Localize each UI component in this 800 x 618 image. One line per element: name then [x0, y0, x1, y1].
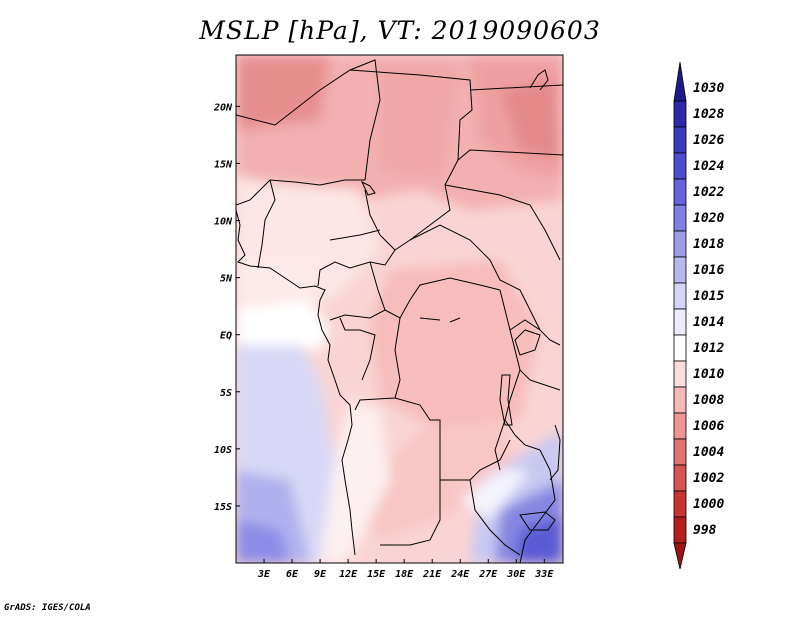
lat-label: 15N	[214, 159, 233, 170]
legend-label: 1012	[693, 341, 724, 356]
legend-swatch	[673, 516, 687, 544]
legend-label: 1018	[693, 237, 724, 252]
lon-label: 3E	[257, 569, 271, 580]
lon-label: 9E	[314, 569, 327, 580]
lat-label: 5N	[220, 274, 233, 285]
legend-label: 1002	[693, 471, 724, 486]
legend-swatch	[673, 230, 687, 258]
lon-label: 21E	[422, 569, 442, 580]
legend-swatch	[673, 464, 687, 492]
legend-swatch	[673, 542, 687, 570]
legend-label: 1014	[693, 315, 724, 330]
legend-swatch	[673, 152, 687, 180]
legend-swatch	[673, 204, 687, 232]
legend-label: 1030	[693, 81, 724, 96]
legend-label: 1028	[693, 107, 724, 122]
lon-label: 6E	[286, 569, 299, 580]
lat-label: 10S	[214, 445, 232, 456]
color-legend: 1030 1028 1026 1024 1022 1020 1018 1016 1015 1014…	[673, 61, 724, 570]
map-title: MSLP [hPa], VT: 2019090603	[199, 16, 601, 45]
lon-label: 15E	[367, 569, 386, 580]
longitude-axis: 3E 6E 9E 12E 15E 18E 21E 24E 27E 30E 33E	[257, 559, 554, 580]
legend-swatch	[673, 438, 687, 466]
legend-label: 1004	[693, 445, 724, 460]
legend-label: 1008	[693, 393, 724, 408]
legend-label: 1022	[693, 185, 724, 200]
lon-label: 30E	[506, 569, 526, 580]
legend-swatch	[673, 360, 687, 388]
latitude-axis: 20N 15N 10N 5N EQ 5S 10S 15S	[213, 102, 240, 513]
legend-label: 1000	[693, 497, 724, 512]
lat-label: 15S	[214, 502, 232, 513]
legend-swatch	[673, 61, 687, 102]
lat-label: 5S	[220, 388, 232, 399]
legend-swatch	[673, 256, 687, 284]
map-frame	[235, 54, 564, 564]
lon-label: 24E	[450, 569, 470, 580]
pressure-field	[236, 55, 563, 563]
legend-label: 1006	[693, 419, 724, 434]
country-borders	[236, 59, 563, 563]
grads-credit: GrADS: IGES/COLA	[4, 603, 91, 613]
legend-label: 1015	[693, 289, 724, 304]
lat-label: EQ	[220, 331, 232, 342]
legend-swatch	[673, 334, 687, 362]
lon-label: 12E	[339, 569, 358, 580]
lon-label: 18E	[395, 569, 414, 580]
lon-label: 33E	[534, 569, 554, 580]
legend-label: 998	[693, 523, 717, 538]
legend-label: 1020	[693, 211, 724, 226]
legend-label: 1010	[693, 367, 724, 382]
legend-swatch	[673, 308, 687, 336]
legend-swatch	[673, 386, 687, 414]
lat-label: 10N	[214, 217, 233, 228]
lon-label: 27E	[478, 569, 498, 580]
legend-swatch	[673, 126, 687, 154]
legend-swatch	[673, 100, 687, 128]
legend-swatch	[673, 412, 687, 440]
lat-label: 20N	[213, 102, 233, 113]
legend-label: 1016	[693, 263, 724, 278]
legend-swatch	[673, 282, 687, 310]
legend-swatch	[673, 178, 687, 206]
legend-label: 1026	[693, 133, 724, 148]
legend-swatch	[673, 490, 687, 518]
legend-label: 1024	[693, 159, 724, 174]
